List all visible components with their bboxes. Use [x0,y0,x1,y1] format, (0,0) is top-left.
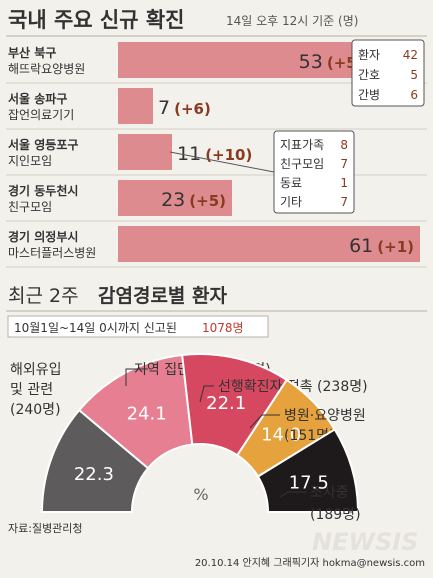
period-box [7,315,269,338]
bar-category-label: 서울 송파구 [8,91,67,106]
callout-item-label: 동료 [280,176,302,190]
bar-category-sublabel: 지인모임 [8,154,52,168]
bar-value-label: 7 [158,97,170,119]
bar [118,180,232,216]
callout-item-label: 기타 [280,195,302,209]
bar-increase-label: (+6) [174,100,211,118]
section1-note: 14일 오후 12시 기준 (명) [226,14,358,28]
bar-value-label: 61 [349,235,373,257]
bar [118,226,420,262]
bar-category-label: 서울 영등포구 [8,137,78,152]
donut-slice-value: 14.0 [261,424,301,445]
callout-item-value: 6 [410,88,418,102]
bar-value-label: 23 [161,189,185,211]
callout-item-value: 1 [340,176,348,190]
bar-category-label: 부산 북구 [8,45,56,60]
donut-slice [256,428,360,513]
bar-category-sublabel: 마스터플러스병원 [8,246,96,260]
bar-category-label: 경기 의정부시 [8,229,78,244]
callout-item-value: 8 [340,138,348,152]
donut-slice-label: (240명) [10,402,61,418]
watermark: NEWSIS [312,528,418,556]
donut-slice-value: 24.1 [127,403,167,424]
bar-value-label: 11 [177,143,201,165]
callout-item-value: 42 [403,48,418,62]
donut-slice-value: 22.1 [206,393,246,414]
bar-category-sublabel: 해뜨락요양병원 [8,62,85,76]
bar-value-label: 53 [299,51,323,73]
donut-label-leader [249,414,280,429]
callout-box [351,39,425,107]
donut-label-leader [125,368,148,386]
bar [118,88,153,124]
donut-label-leader [199,385,214,403]
bar-increase-label: (+5) [189,192,226,210]
donut-slice-value: 17.5 [289,472,329,493]
bar [118,42,380,78]
donut-slice-label: 및 관련 [10,382,53,398]
callout-item-label: 친구모임 [280,157,324,171]
callout-item-value: 7 [340,157,348,171]
donut-slice-label: 조사중 [310,485,349,501]
callout-box [273,130,355,214]
callout-item-label: 지표가족 [280,138,324,152]
section1-title: 국내 주요 신규 확진 [8,8,185,32]
section2-title-main: 감염경로별 환자 [98,285,227,307]
period-text: 10월1일~14일 0시까지 신고된 [14,321,177,335]
donut-slice-label: 해외유입 [10,362,62,378]
donut-slice-label: 병원·요양병원 [284,408,366,424]
bar-increase-label: (+10) [205,146,252,164]
donut-slice-label: (189명) [310,507,361,523]
bar-increase-label: (+1) [377,238,414,256]
bar-category-sublabel: 친구모임 [8,200,52,214]
bar-category-sublabel: 잡언의료기기 [8,108,74,122]
donut-slice-value: 22.3 [74,464,114,485]
bar-category-label: 경기 동두천시 [8,183,78,198]
callout-connector [169,151,275,173]
period-total: 1078명 [202,321,244,335]
callout-item-label: 간병 [358,88,380,102]
donut-center-label: % [193,485,208,504]
donut-label-leader [279,491,306,498]
callout-item-value: 7 [340,195,348,209]
callout-item-value: 5 [410,68,418,82]
source-label: 자료:질병관리청 [8,522,83,535]
callout-item-label: 환자 [358,48,380,62]
section2-title-prefix: 최근 2주 [8,285,79,307]
callout-item-label: 간호 [358,68,380,82]
bar [118,134,172,170]
footer-credit: 20.10.14 안지혜 그래픽기자 hokma@newsis.com [195,557,425,569]
